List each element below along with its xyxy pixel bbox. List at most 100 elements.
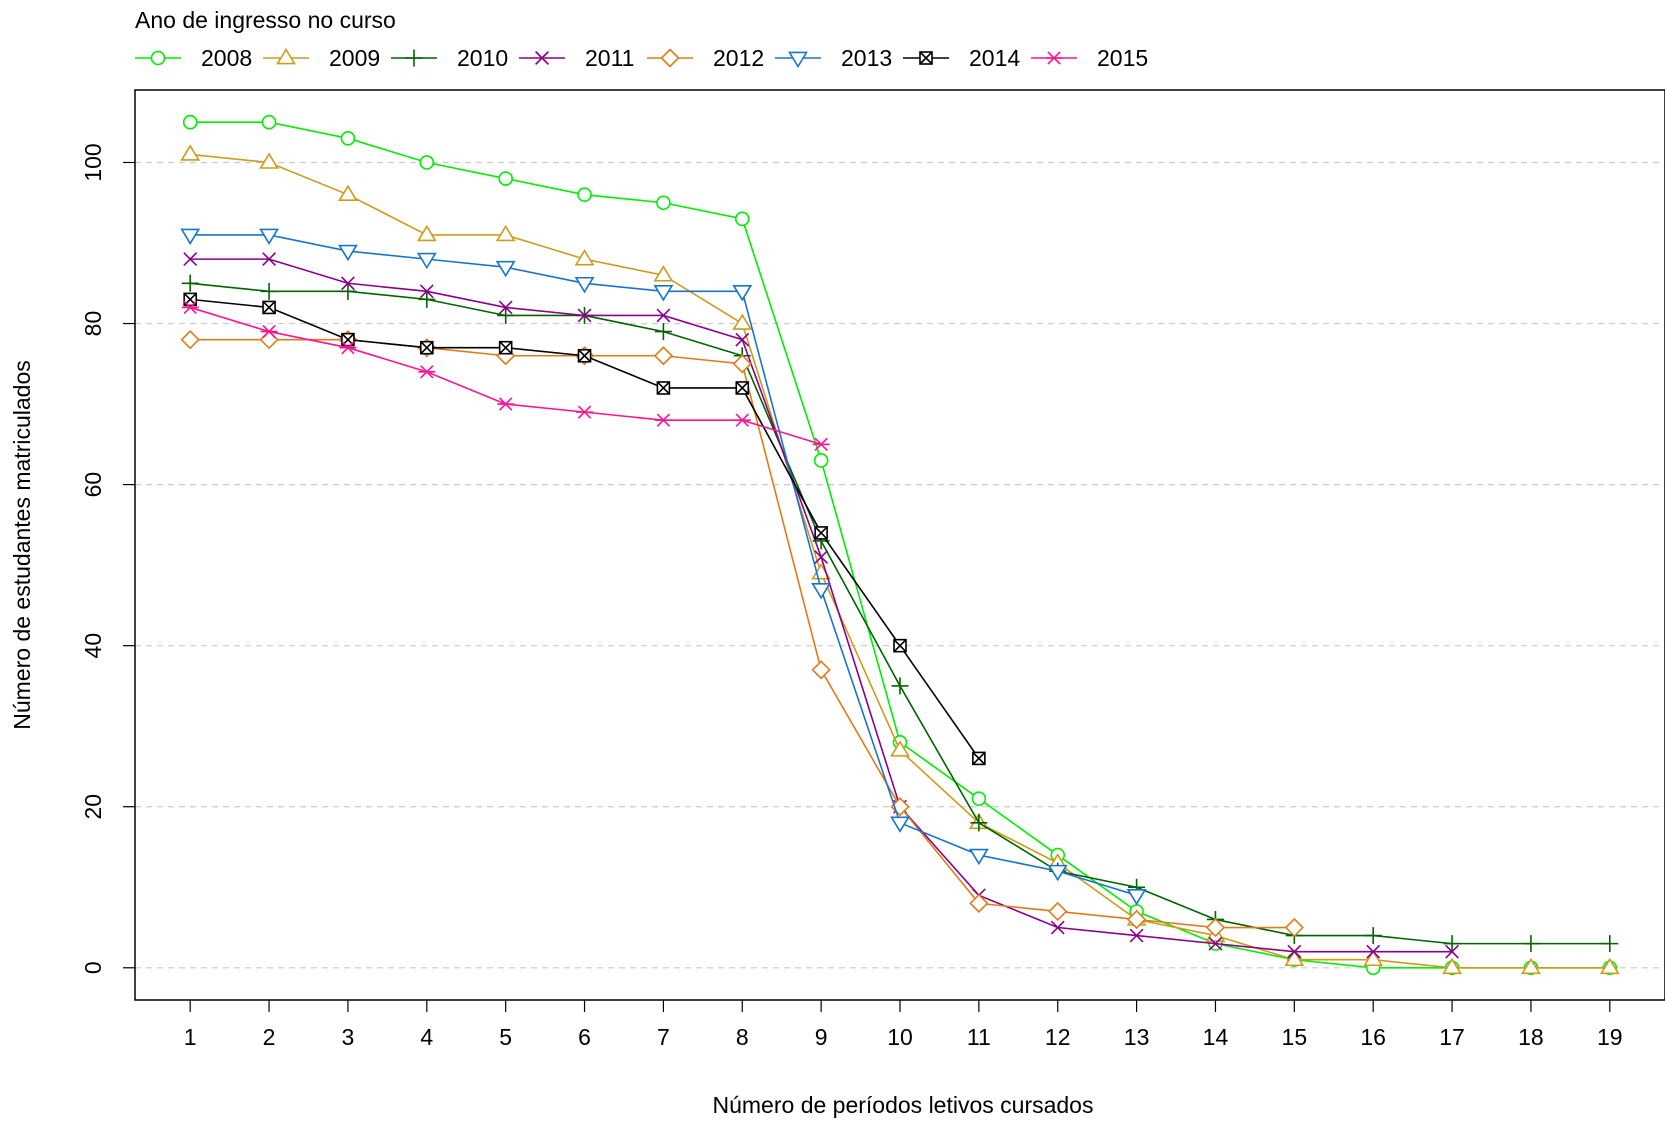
data-point	[814, 550, 829, 565]
x-tick-label: 15	[1282, 1024, 1308, 1050]
data-point	[181, 300, 199, 315]
data-point	[891, 677, 909, 695]
grid-lines	[135, 161, 1665, 969]
data-point	[577, 348, 592, 363]
data-point	[1287, 944, 1302, 959]
data-point	[656, 195, 671, 211]
legend-label: 2014	[969, 45, 1020, 71]
data-point	[735, 381, 750, 395]
series-2012	[180, 330, 1304, 938]
data-point	[419, 284, 434, 299]
y-tick-label: 40	[80, 633, 106, 659]
y-axis: 0 20 40 60 80 100	[80, 143, 135, 974]
data-point	[418, 290, 436, 308]
legend-label: 2013	[841, 45, 892, 71]
data-point	[733, 413, 751, 427]
x-tick-label: 5	[499, 1024, 512, 1050]
data-point	[653, 285, 674, 302]
legend-title: Ano de ingresso no curso	[135, 7, 396, 33]
data-point	[338, 184, 358, 202]
y-tick-label: 20	[80, 794, 106, 820]
data-point	[262, 252, 277, 267]
data-point	[1129, 928, 1144, 943]
data-point	[656, 381, 671, 395]
data-point	[339, 341, 357, 355]
data-point	[182, 114, 198, 130]
data-point	[577, 308, 592, 323]
data-point	[654, 323, 672, 341]
legend-label: 2010	[457, 45, 508, 71]
data-point	[416, 252, 437, 270]
x-tick-label: 7	[657, 1024, 670, 1050]
data-point	[732, 285, 753, 302]
data-point	[654, 413, 672, 427]
legend-item-2013: 2013	[775, 45, 892, 71]
data-point	[1284, 917, 1304, 938]
data-point	[1205, 917, 1226, 938]
data-point	[262, 300, 276, 315]
data-point	[1047, 864, 1068, 882]
series-line-2008	[190, 121, 1610, 969]
series-2015	[181, 300, 830, 452]
data-point	[498, 171, 513, 186]
data-point	[495, 260, 516, 278]
x-tick-label: 17	[1439, 1024, 1465, 1050]
data-point	[261, 114, 277, 130]
data-point	[180, 228, 201, 245]
data-point	[339, 282, 357, 300]
series-2009	[180, 144, 1620, 975]
legend: 2008 2009 2010 2011 2012 2013 2014 2015	[135, 45, 1148, 71]
x-axis-label: Número de períodos letivos cursados	[713, 1092, 1094, 1118]
data-point	[577, 187, 592, 202]
data-point	[971, 791, 987, 806]
x-tick-label: 13	[1124, 1024, 1150, 1050]
x-tick-label: 16	[1360, 1024, 1386, 1050]
series-line-2009	[190, 153, 1610, 969]
x-tick-label: 19	[1597, 1024, 1623, 1050]
x-tick-label: 4	[420, 1024, 433, 1050]
legend-marker	[276, 47, 296, 65]
x-tick-label: 1	[184, 1024, 197, 1050]
data-point	[420, 340, 434, 355]
data-point	[1366, 944, 1381, 959]
y-tick-label: 80	[80, 311, 106, 337]
x-tick-label: 12	[1045, 1024, 1071, 1050]
series-2014	[183, 292, 986, 766]
series-layer	[180, 114, 1620, 976]
legend-marker	[660, 48, 680, 68]
series-2011	[183, 252, 1460, 959]
data-point	[338, 244, 358, 262]
y-axis-label: Número de estudantes matriculados	[9, 360, 35, 729]
series-2013	[180, 228, 1147, 906]
series-line-2015	[189, 306, 822, 446]
data-point	[497, 306, 515, 324]
legend-marker	[919, 51, 933, 65]
data-point	[1050, 920, 1065, 935]
data-point	[1126, 909, 1147, 930]
data-point	[1048, 901, 1068, 922]
legend-item-2008: 2008	[135, 45, 252, 71]
data-point	[1363, 949, 1384, 967]
data-point	[495, 224, 516, 242]
data-point	[259, 152, 279, 169]
series-2010	[181, 274, 1619, 953]
data-point	[418, 365, 436, 379]
data-point	[1284, 949, 1305, 967]
data-point	[969, 893, 989, 913]
x-tick-label: 3	[342, 1024, 355, 1050]
data-point	[653, 265, 674, 282]
data-point	[259, 228, 279, 245]
plot-frame	[134, 89, 1665, 1001]
data-point	[968, 848, 989, 866]
data-point	[1599, 957, 1620, 975]
data-point	[1442, 957, 1462, 975]
legend-item-2012: 2012	[647, 45, 764, 71]
data-point	[183, 252, 198, 267]
data-point	[1208, 936, 1223, 951]
data-point	[893, 638, 907, 653]
data-point	[260, 324, 278, 339]
legend-marker	[1045, 51, 1063, 65]
data-point	[970, 814, 988, 832]
x-tick-label: 18	[1518, 1024, 1544, 1050]
data-point	[180, 144, 201, 161]
